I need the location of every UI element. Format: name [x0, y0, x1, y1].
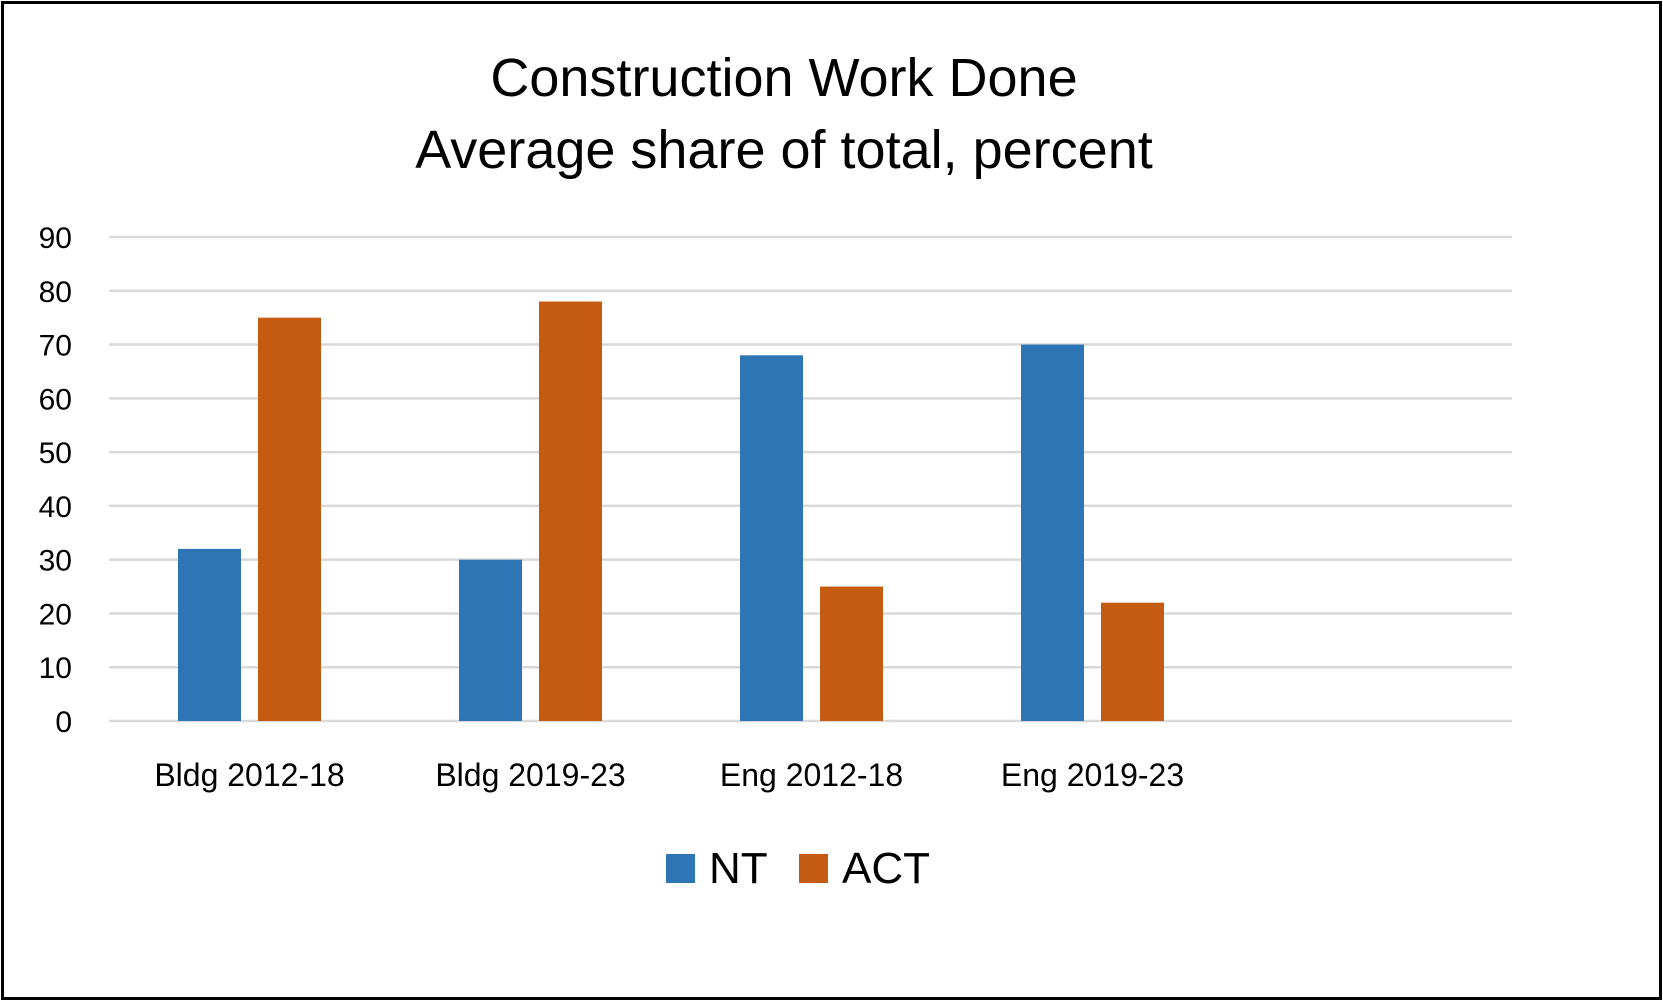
- y-axis-tick-labels: 0 10 20 30 40 50 60 70 80 90: [39, 222, 72, 739]
- bar-nt-0: [178, 548, 241, 721]
- bar-act-0: [258, 317, 321, 721]
- bar-act-3: [1101, 602, 1164, 721]
- gridlines: [109, 235, 1512, 723]
- bar-act-1: [539, 301, 602, 721]
- y-tick-label: 70: [39, 330, 72, 363]
- bars: [178, 301, 1164, 721]
- y-tick-label: 80: [39, 276, 72, 309]
- y-tick-label: 10: [39, 652, 72, 685]
- bar-nt-2: [740, 355, 803, 721]
- x-category-label: Bldg 2019-23: [435, 757, 625, 793]
- y-tick-label: 20: [39, 598, 72, 631]
- x-category-label: Eng 2012-18: [720, 757, 903, 793]
- bar-act-2: [820, 586, 883, 721]
- y-tick-label: 40: [39, 491, 72, 524]
- legend-label-nt: NT: [709, 844, 768, 893]
- chart-subtitle: Average share of total, percent: [415, 120, 1152, 180]
- chart-title: Construction Work Done: [490, 48, 1077, 108]
- y-tick-label: 60: [39, 383, 72, 416]
- bar-chart: Construction Work Done Average share of …: [39, 48, 1512, 893]
- legend-swatch-nt: [666, 854, 695, 883]
- x-category-label: Bldg 2012-18: [154, 757, 344, 793]
- x-category-label: Eng 2019-23: [1001, 757, 1184, 793]
- bar-nt-1: [459, 559, 522, 721]
- y-tick-label: 30: [39, 545, 72, 578]
- bar-nt-3: [1021, 344, 1084, 721]
- legend: NT ACT: [666, 844, 930, 893]
- legend-swatch-act: [799, 854, 828, 883]
- y-tick-label: 0: [55, 706, 72, 739]
- x-axis-category-labels: Bldg 2012-18 Bldg 2019-23 Eng 2012-18 Eng 2…: [154, 757, 1184, 793]
- y-tick-label: 50: [39, 437, 72, 470]
- legend-label-act: ACT: [842, 844, 930, 893]
- y-tick-label: 90: [39, 222, 72, 255]
